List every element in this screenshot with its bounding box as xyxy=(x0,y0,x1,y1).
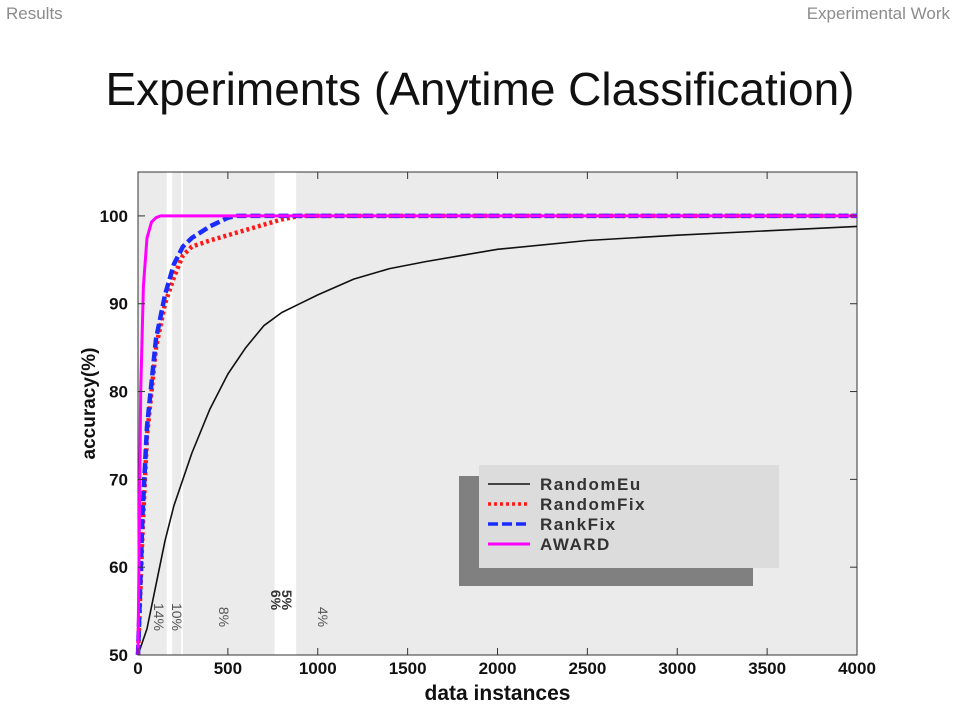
band-2 xyxy=(182,172,275,655)
topic-label: Experimental Work xyxy=(806,4,950,23)
x-tick-label-0: 0 xyxy=(133,659,142,678)
y-tick-label-90: 90 xyxy=(109,295,128,314)
section-label: Results xyxy=(6,4,63,23)
x-tick-label-500: 500 xyxy=(214,659,242,678)
legend-label-randomfix: RandomFix xyxy=(540,495,646,514)
legend-box xyxy=(479,465,779,568)
gap-label-1: 5% xyxy=(279,590,295,611)
band-label-0: 14% xyxy=(151,603,167,631)
y-tick-label-100: 100 xyxy=(100,207,128,226)
x-tick-label-1500: 1500 xyxy=(389,659,427,678)
legend-label-rankfix: RankFix xyxy=(540,515,617,534)
series-line-award xyxy=(136,214,857,656)
y-tick-label-60: 60 xyxy=(109,558,128,577)
x-tick-label-3500: 3500 xyxy=(748,659,786,678)
x-tick-label-2000: 2000 xyxy=(479,659,517,678)
shaded-bands xyxy=(138,172,857,655)
y-tick-label-80: 80 xyxy=(109,383,128,402)
band-label-3: 4% xyxy=(315,607,331,627)
x-tick-label-3000: 3000 xyxy=(658,659,696,678)
slide-title: Experiments (Anytime Classification) xyxy=(105,63,855,115)
x-tick-label-1000: 1000 xyxy=(299,659,337,678)
y-axis-label: accuracy(%) xyxy=(79,348,100,460)
band-label-1: 10% xyxy=(169,603,185,631)
legend-label-award: AWARD xyxy=(540,535,611,554)
band-labels: 14% 10% 8% 4% 6%5% xyxy=(151,590,331,631)
band-1 xyxy=(172,172,182,655)
series-lines xyxy=(135,213,858,656)
band-label-2: 8% xyxy=(216,607,232,627)
gap-label-0: 6% xyxy=(268,590,284,611)
x-axis-label: data instances xyxy=(425,682,571,705)
x-tick-label-4000: 4000 xyxy=(838,659,876,678)
y-tick-label-70: 70 xyxy=(109,470,128,489)
y-tick-label-50: 50 xyxy=(109,646,128,665)
x-tick-label-2500: 2500 xyxy=(568,659,606,678)
legend-label-randomeu: RandomEu xyxy=(540,475,642,494)
series-line-randomeu xyxy=(137,225,858,656)
